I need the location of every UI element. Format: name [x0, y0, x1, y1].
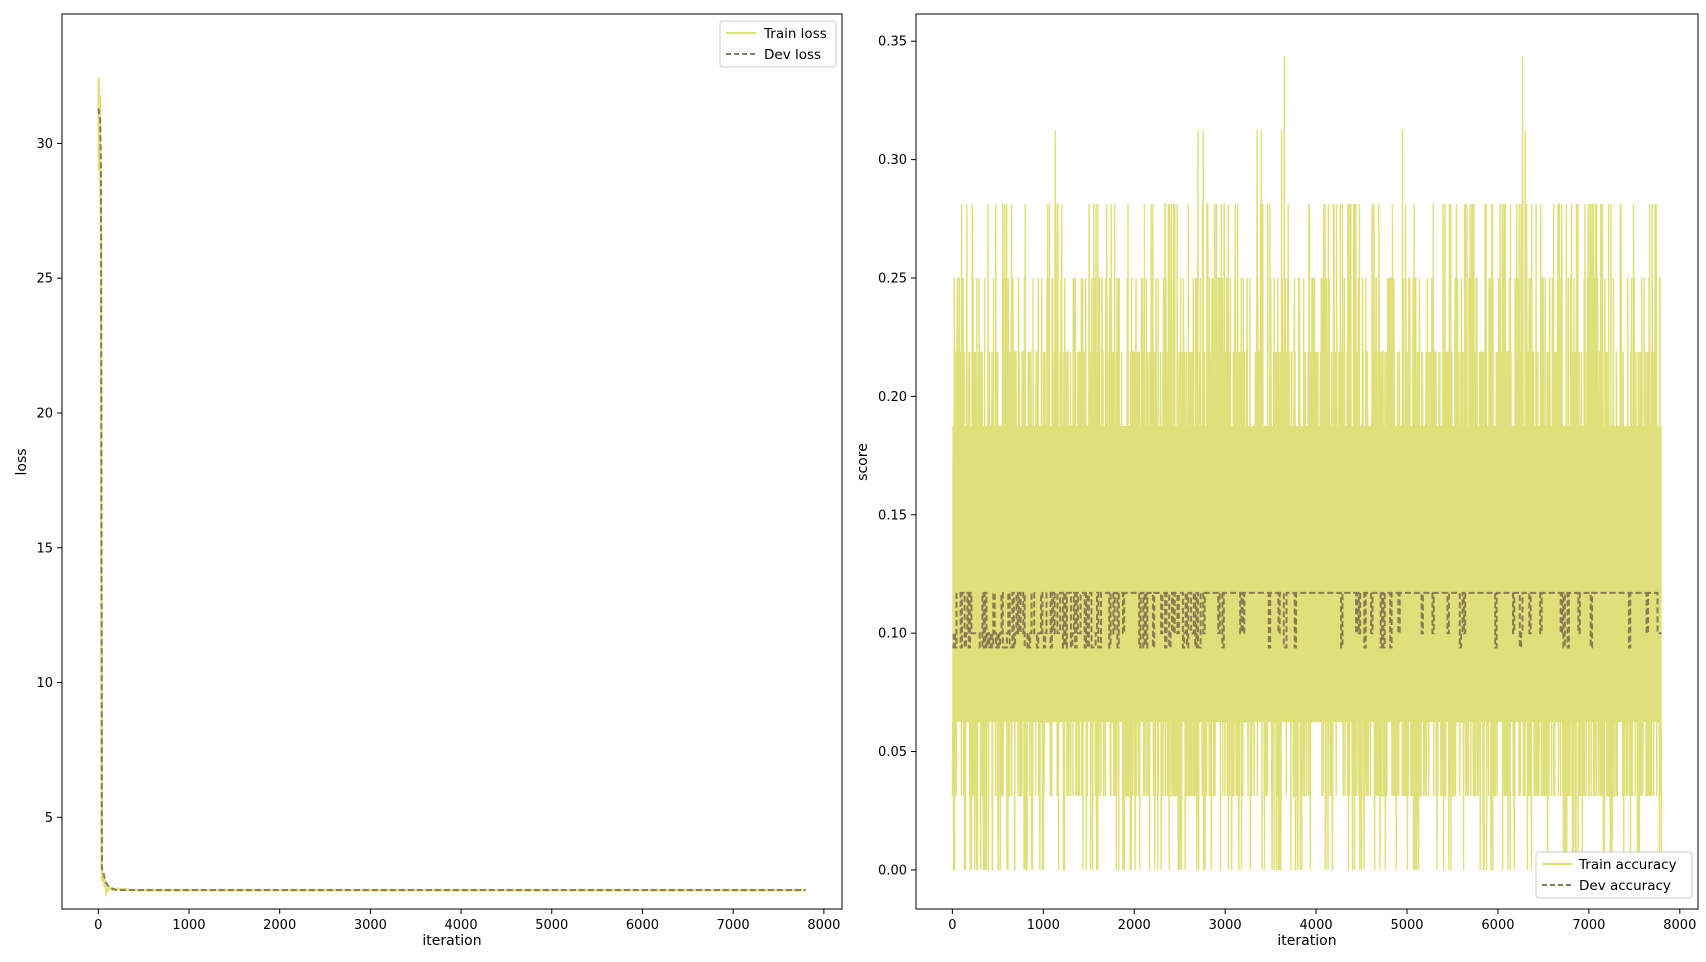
loss-y-axis-label: loss — [14, 448, 30, 475]
y-tick-label: 0.00 — [878, 863, 907, 878]
x-tick-label: 5000 — [535, 918, 568, 933]
y-tick-label: 25 — [36, 272, 53, 287]
score-x-axis-label: iteration — [1277, 933, 1336, 949]
legend-label-dev-loss: Dev loss — [764, 47, 821, 63]
y-tick-label: 0.05 — [878, 745, 907, 760]
legend-label-train-accuracy: Train accuracy — [1578, 857, 1677, 873]
loss-chart: 0 1000 2000 3000 4000 5000 6000 7000 8000 5 10 15 20… — [14, 13, 843, 949]
series-line-dev-accuracy — [952, 591, 1662, 649]
x-tick-label: 3000 — [354, 918, 387, 933]
y-tick-label: 0.15 — [878, 508, 907, 523]
x-tick-label: 4000 — [1300, 918, 1333, 933]
score-chart: 0 1000 2000 3000 4000 5000 6000 7000 8000 0.00 0.0… — [855, 13, 1699, 949]
y-tick-label: 15 — [36, 541, 53, 556]
y-tick-label: 20 — [36, 406, 53, 421]
x-tick-label: 1000 — [1027, 918, 1060, 933]
x-tick-label: 8000 — [1663, 918, 1696, 933]
y-tick-label: 0.25 — [878, 272, 907, 287]
x-tick-label: 3000 — [1209, 918, 1242, 933]
score-y-axis-label: score — [855, 443, 871, 481]
score-legend: Train accuracy Dev accuracy — [1535, 851, 1693, 899]
legend-label-train-loss: Train loss — [763, 26, 827, 42]
y-tick-label: 5 — [45, 811, 53, 826]
x-tick-label: 2000 — [1118, 918, 1151, 933]
x-tick-label: 5000 — [1390, 918, 1423, 933]
y-tick-label: 10 — [36, 676, 53, 691]
x-tick-label: 4000 — [445, 918, 478, 933]
y-tick-label: 0.30 — [878, 153, 907, 168]
x-tick-label: 6000 — [626, 918, 659, 933]
x-tick-label: 0 — [948, 918, 956, 933]
y-tick-label: 0.20 — [878, 390, 907, 405]
series-line-train-accuracy — [951, 55, 1663, 871]
y-tick-label: 0.35 — [878, 35, 907, 50]
legend-label-dev-accuracy: Dev accuracy — [1579, 878, 1671, 894]
loss-legend: Train loss Dev loss — [719, 20, 837, 68]
x-tick-label: 0 — [94, 918, 102, 933]
series-line-dev-loss — [97, 108, 806, 892]
score-chart-frame — [915, 13, 1699, 910]
x-tick-label: 2000 — [263, 918, 296, 933]
loss-chart-frame — [61, 13, 843, 910]
x-tick-label: 1000 — [172, 918, 205, 933]
x-tick-label: 7000 — [717, 918, 750, 933]
y-tick-label: 0.10 — [878, 627, 907, 642]
x-tick-label: 7000 — [1572, 918, 1605, 933]
x-tick-label: 8000 — [807, 918, 840, 933]
score-legend-box — [1535, 851, 1693, 899]
y-tick-label: 30 — [36, 137, 53, 152]
x-tick-label: 6000 — [1481, 918, 1514, 933]
loss-x-axis-label: iteration — [422, 933, 481, 949]
